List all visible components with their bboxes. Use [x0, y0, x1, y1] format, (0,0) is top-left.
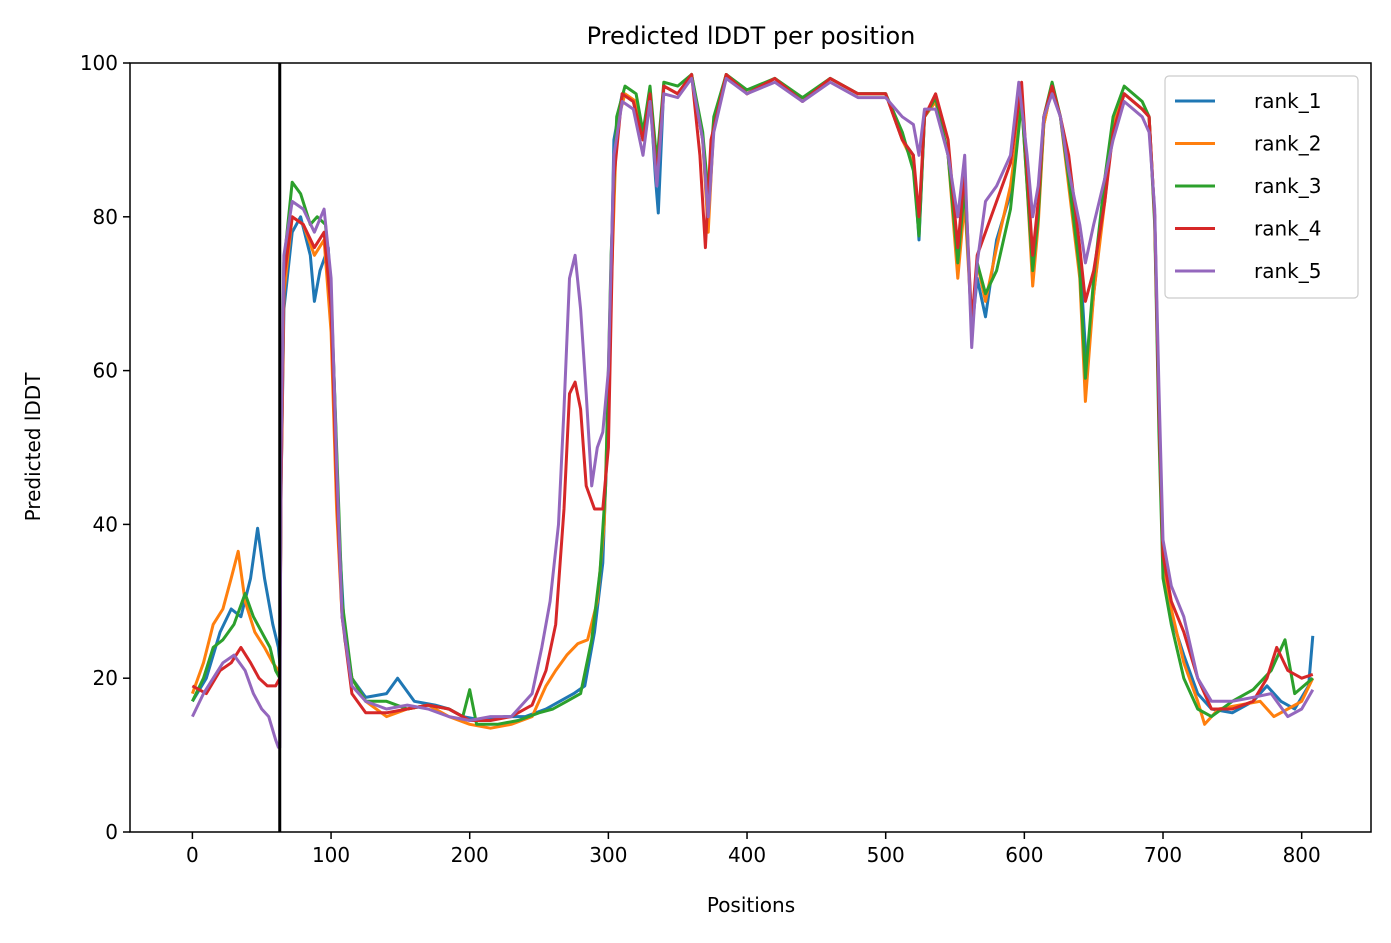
legend-label-rank_4: rank_4	[1254, 217, 1321, 241]
series-layer	[190, 73, 1315, 749]
y-axis-label: Predicted lDDT	[21, 372, 45, 522]
legend: rank_1 rank_2 rank_3 rank_4 rank_5	[1164, 75, 1359, 299]
legend-label-rank_5: rank_5	[1254, 259, 1321, 283]
y-tick-label: 0	[105, 820, 118, 844]
x-tick-label: 300	[589, 843, 627, 867]
series-line-rank_4	[191, 73, 1314, 722]
chart-title: Predicted lDDT per position	[587, 22, 916, 50]
x-tick-label: 500	[867, 843, 905, 867]
y-tick-label: 40	[93, 512, 118, 536]
x-tick-label: 200	[451, 843, 489, 867]
series-line-rank_5	[191, 76, 1315, 749]
series-line-rank_3	[191, 73, 1314, 726]
y-tick-label: 100	[80, 51, 118, 75]
y-tick-label: 80	[93, 205, 118, 229]
series-line-rank_2	[190, 73, 1315, 730]
legend-label-rank_3: rank_3	[1254, 174, 1321, 198]
y-tick-label: 60	[93, 359, 118, 383]
x-tick-label: 400	[728, 843, 766, 867]
x-tick-label: 700	[1144, 843, 1182, 867]
x-axis-ticks: 0 100 200 300 400 500 600 700 800	[186, 832, 1321, 867]
x-tick-label: 100	[312, 843, 350, 867]
y-tick-label: 20	[93, 666, 118, 690]
legend-label-rank_1: rank_1	[1254, 89, 1321, 113]
x-tick-label: 600	[1005, 843, 1043, 867]
x-tick-label: 0	[186, 843, 199, 867]
y-axis-ticks: 0 20 40 60 80 100	[80, 51, 130, 844]
x-axis-label: Positions	[707, 893, 795, 917]
legend-label-rank_2: rank_2	[1254, 132, 1321, 156]
plot-frame	[129, 62, 1372, 833]
series-line-rank_1	[191, 73, 1315, 722]
legend-box	[1164, 75, 1359, 299]
x-tick-label: 800	[1283, 843, 1321, 867]
